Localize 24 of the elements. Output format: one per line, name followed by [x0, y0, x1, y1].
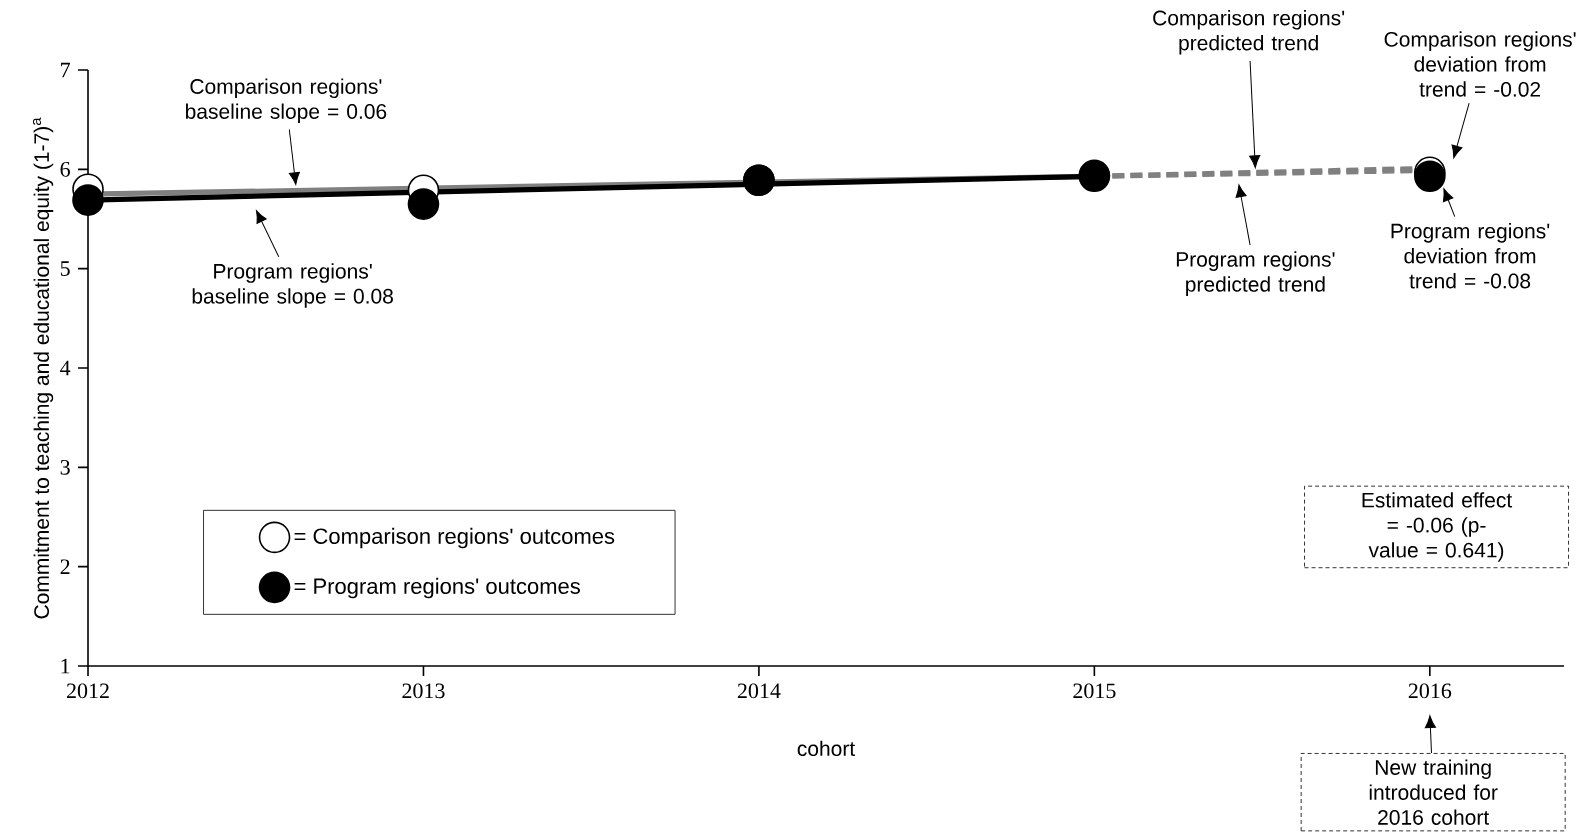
y-tick-label: 4	[60, 360, 71, 376]
text: Comparison regions' predicted trend	[1153, 9, 1345, 55]
x-tick-label: 2015	[1073, 683, 1116, 699]
annotation: Program regions' baseline slope = 0.08	[192, 263, 393, 308]
x-axis-title: cohort	[797, 740, 856, 757]
x-tick-label: 2013	[402, 683, 445, 699]
x-tick-label: 2012	[66, 683, 109, 699]
y-tick-label: 6	[60, 161, 70, 177]
annotation: Program regions' deviation from trend = -0.08	[1391, 223, 1550, 289]
annotation: Comparison regions' baseline slope = 0.06	[185, 78, 387, 124]
y-tick-label: 3	[60, 459, 70, 475]
y-axis-title: Commitment to teaching and educational equity (1-7)$^{a}$	[33, 117, 54, 619]
annotation: Estimated effect = -0.06 (p-value = 0.641)	[1362, 492, 1513, 562]
text: New training introduced for 2016 cohort	[1369, 759, 1498, 825]
x-tick-label: 2016	[1408, 683, 1452, 699]
y-tick-label: 7	[61, 62, 70, 78]
legend-label: = Program regions' outcomes	[294, 577, 580, 599]
x-tick-label: 2014	[737, 683, 781, 699]
annotation: Comparison regions' deviation from trend = -0.02	[1384, 31, 1576, 97]
y-tick-label: 2	[60, 559, 70, 574]
legend-label: = Comparison regions' outcomes	[294, 527, 615, 549]
y-tick-label: 1	[61, 658, 70, 674]
annotation: Program regions' predicted trend	[1176, 251, 1335, 296]
y-tick-label: 5	[60, 261, 70, 276]
